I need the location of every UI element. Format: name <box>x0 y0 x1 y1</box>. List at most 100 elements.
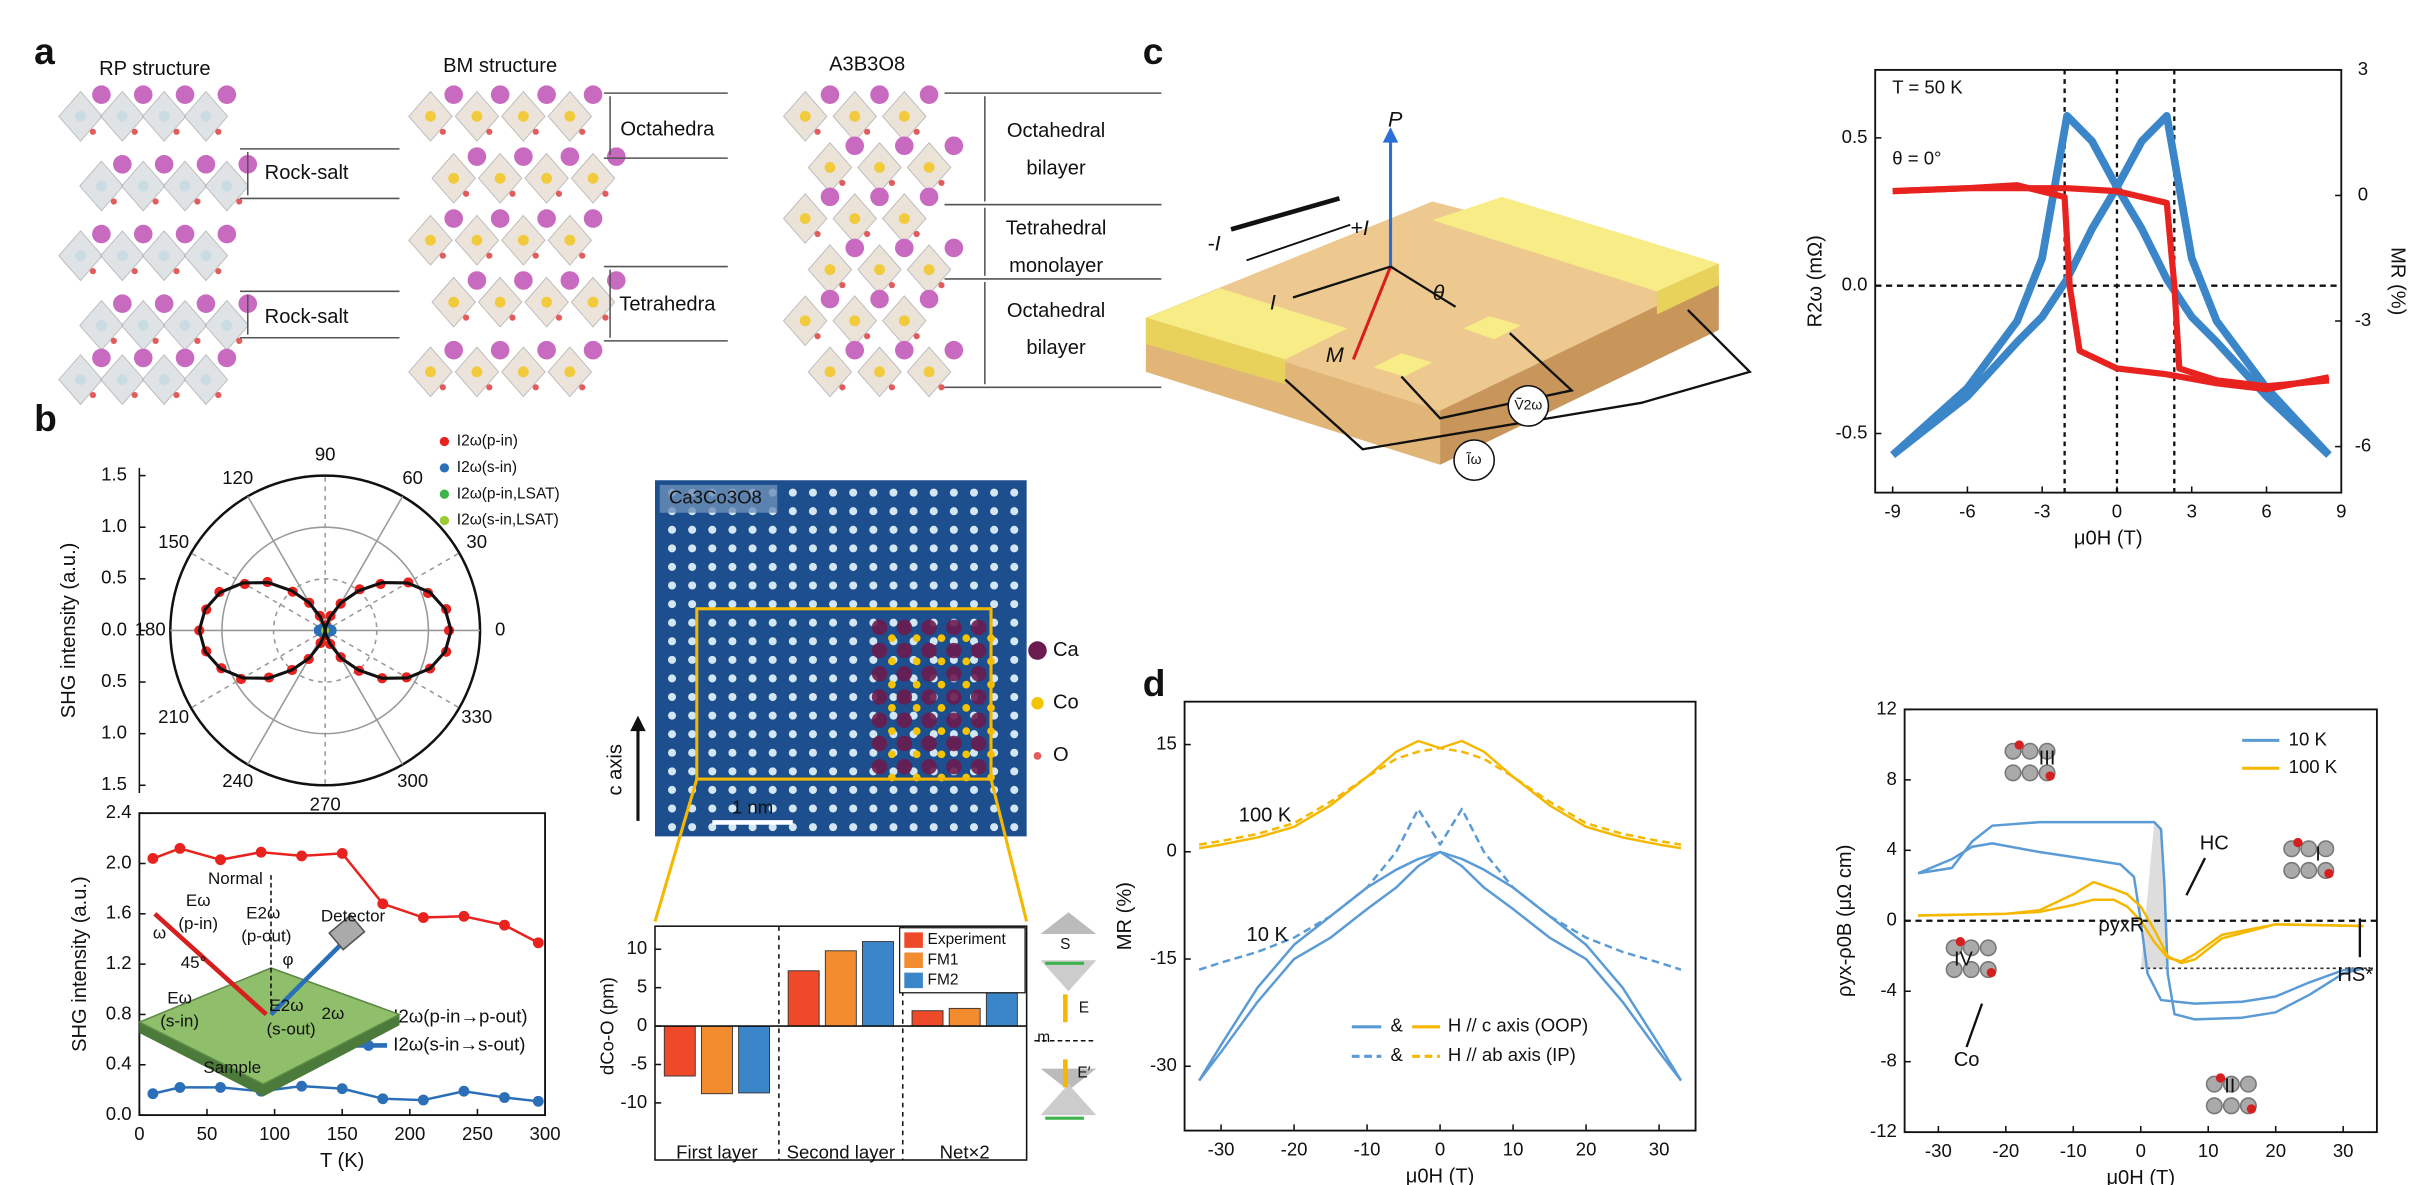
atom-column <box>688 823 697 832</box>
atom-column <box>728 804 737 813</box>
atom-o <box>173 128 180 135</box>
legend-label: Ca <box>1053 639 1080 661</box>
y-axis-label: ρyx-ρ0B (μΩ cm) <box>1834 845 1856 997</box>
atom-column <box>688 692 697 702</box>
atom-a <box>870 85 889 104</box>
side-label: E′ <box>1077 1064 1090 1081</box>
atom-b <box>824 366 836 378</box>
atom-column <box>849 544 858 553</box>
atom-b <box>425 234 436 246</box>
atom-a <box>944 238 964 258</box>
legend-label: I2ω(s-in) <box>457 459 517 476</box>
molecule-atom <box>2300 861 2318 879</box>
atom-a <box>537 340 556 360</box>
bar <box>824 950 857 1027</box>
atom-a <box>870 289 889 309</box>
atom-column <box>768 525 777 534</box>
atom-column <box>990 488 999 497</box>
y-tick-label: 4 <box>1887 838 1897 859</box>
co-site <box>962 727 971 735</box>
spoke <box>324 629 460 709</box>
bar <box>862 941 894 1027</box>
atom-column <box>849 785 858 794</box>
atom-column <box>668 804 677 813</box>
molecule-atom <box>2222 1075 2240 1093</box>
ca-site <box>921 758 937 775</box>
setup-label: 45° <box>181 953 207 972</box>
legend-marker <box>1031 697 1044 710</box>
atom-column <box>909 507 918 516</box>
atom-a <box>919 85 939 104</box>
atom-a <box>560 147 580 166</box>
atom-a <box>537 209 556 228</box>
y-tick-label: -10 <box>620 1091 647 1112</box>
x-tick-label: -10 <box>1354 1139 1381 1160</box>
r-tick-label: 1.0 <box>101 722 127 743</box>
r-tick-label: 1.0 <box>101 515 127 536</box>
theta-tick-label: 150 <box>158 531 189 552</box>
molecule-atom <box>2038 742 2056 760</box>
atom-column <box>788 600 797 609</box>
atom-o <box>579 252 586 259</box>
atom-b <box>849 110 861 122</box>
y-tick-label: 1.2 <box>106 952 132 973</box>
y-tick-label: 0 <box>1166 840 1176 861</box>
atom-a <box>154 294 174 314</box>
legend-label: I2ω(p-in,LSAT) <box>457 485 560 502</box>
atom-column <box>748 692 757 702</box>
atom-a <box>196 155 216 174</box>
atom-column <box>748 562 757 571</box>
atom-column <box>990 525 999 534</box>
co-site <box>888 680 896 689</box>
x-tick-label: -3 <box>2034 501 2051 522</box>
setup-label: Eω <box>186 891 211 910</box>
y-tick-label: 8 <box>1887 768 1897 789</box>
structure-label: monolayer <box>1009 255 1103 277</box>
y-tick-label: 0.8 <box>106 1002 132 1023</box>
atom-column <box>728 730 737 739</box>
data-point <box>215 1082 226 1093</box>
atom-column <box>1010 525 1019 534</box>
atom-column <box>728 562 737 571</box>
atom-o <box>89 391 97 399</box>
atom-a <box>217 224 237 244</box>
atom-column <box>808 674 817 683</box>
data-point <box>296 850 308 862</box>
atom-column <box>969 525 979 534</box>
atom-column <box>909 804 918 813</box>
ca-site <box>921 689 937 705</box>
structure-label: bilayer <box>1026 157 1086 179</box>
legend-label: I2ω(p-in) <box>457 433 518 450</box>
atom-b <box>200 110 212 122</box>
y-tick-label: 0.4 <box>106 1053 132 1074</box>
atom-o <box>110 337 117 344</box>
atom-b <box>849 213 861 224</box>
legend-label: Experiment <box>928 931 1007 948</box>
atom-column <box>688 655 697 664</box>
structure-label: Octahedra <box>620 119 715 141</box>
meter <box>1507 385 1550 427</box>
atom-b <box>799 213 811 224</box>
data-point <box>174 842 186 854</box>
ca-site <box>946 619 962 636</box>
series-line <box>1198 807 1682 971</box>
atom-column <box>668 823 677 832</box>
atom-column <box>829 711 838 720</box>
atom-b <box>874 366 885 378</box>
co-site <box>888 750 896 759</box>
atom-column <box>869 804 878 813</box>
atom-column <box>768 804 777 813</box>
y-tick-label: 0 <box>1887 909 1897 930</box>
atom-column <box>929 785 938 794</box>
atom-b <box>824 264 836 276</box>
atom-column <box>688 674 697 683</box>
atom-column <box>969 488 979 497</box>
molecule-atom <box>2021 764 2039 782</box>
atom-column <box>849 711 858 720</box>
axis-arrowhead <box>630 715 646 732</box>
theta-tick-label: 270 <box>310 793 341 814</box>
axis-label: c axis <box>605 744 627 795</box>
current-arrow <box>1246 223 1351 262</box>
atom-a <box>560 271 580 290</box>
bar <box>663 1025 696 1077</box>
